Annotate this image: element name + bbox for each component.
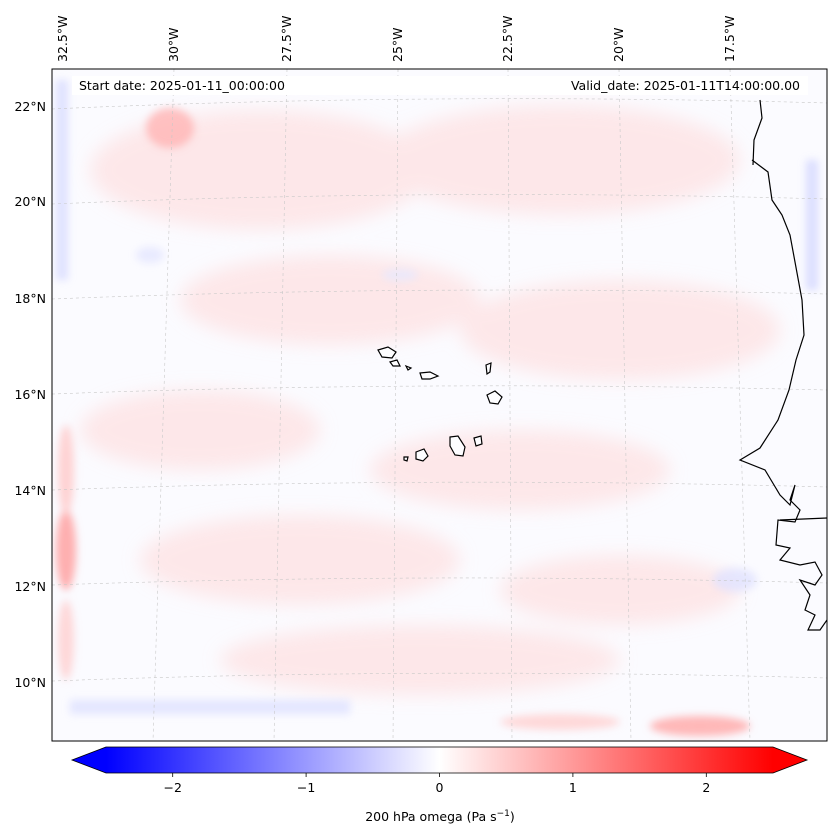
colorbar-label: 200 hPa omega (Pa s−1) (365, 809, 515, 824)
lat-label-16n: 16°N (14, 387, 46, 402)
colorbar-tick-label: 1 (569, 780, 577, 795)
lat-label-10n: 10°N (14, 675, 46, 690)
header-band (72, 76, 808, 95)
colorbar-body (106, 747, 773, 773)
lon-label-17-5w: 17.5°W (722, 16, 737, 62)
latitude-labels: 22°N 20°N 18°N 16°N 14°N 12°N 10°N (14, 99, 46, 690)
lat-label-20n: 20°N (14, 194, 46, 209)
lat-label-22n: 22°N (14, 99, 46, 114)
lon-label-27-5w: 27.5°W (279, 16, 294, 62)
cape-verde-islands (377, 346, 503, 462)
colorbar-tick-label: 0 (436, 780, 444, 795)
lon-label-22-5w: 22.5°W (500, 16, 515, 62)
map-panel[interactable] (51, 68, 828, 742)
colorbar-tick-label: 2 (702, 780, 710, 795)
lon-label-30w: 30°W (166, 27, 181, 62)
start-date-label: Start date: 2025-01-11_00:00:00 (79, 78, 285, 93)
colorbar-min-extension (72, 747, 106, 773)
omega-field (52, 69, 827, 741)
colorbar-tick-label: −2 (163, 780, 181, 795)
graticule (52, 69, 827, 741)
colorbar-max-extension (773, 747, 807, 773)
colorbar-tick-label: −1 (297, 780, 315, 795)
colorbar: −2 −1 0 1 2 200 hPa omega (Pa s−1) (70, 746, 809, 824)
lon-label-20w: 20°W (611, 27, 626, 62)
longitude-labels: 32.5°W 30°W 27.5°W 25°W 22.5°W 20°W 17.5… (55, 16, 737, 62)
coastline (738, 99, 827, 631)
lat-label-14n: 14°N (14, 483, 46, 498)
valid-date-label: Valid_date: 2025-01-11T14:00:00.00 (571, 78, 800, 93)
lon-label-25w: 25°W (390, 27, 405, 62)
colorbar-ticks: −2 −1 0 1 2 (163, 773, 710, 795)
lon-label-32-5w: 32.5°W (55, 16, 70, 62)
lat-label-12n: 12°N (14, 579, 46, 594)
lat-label-18n: 18°N (14, 291, 46, 306)
